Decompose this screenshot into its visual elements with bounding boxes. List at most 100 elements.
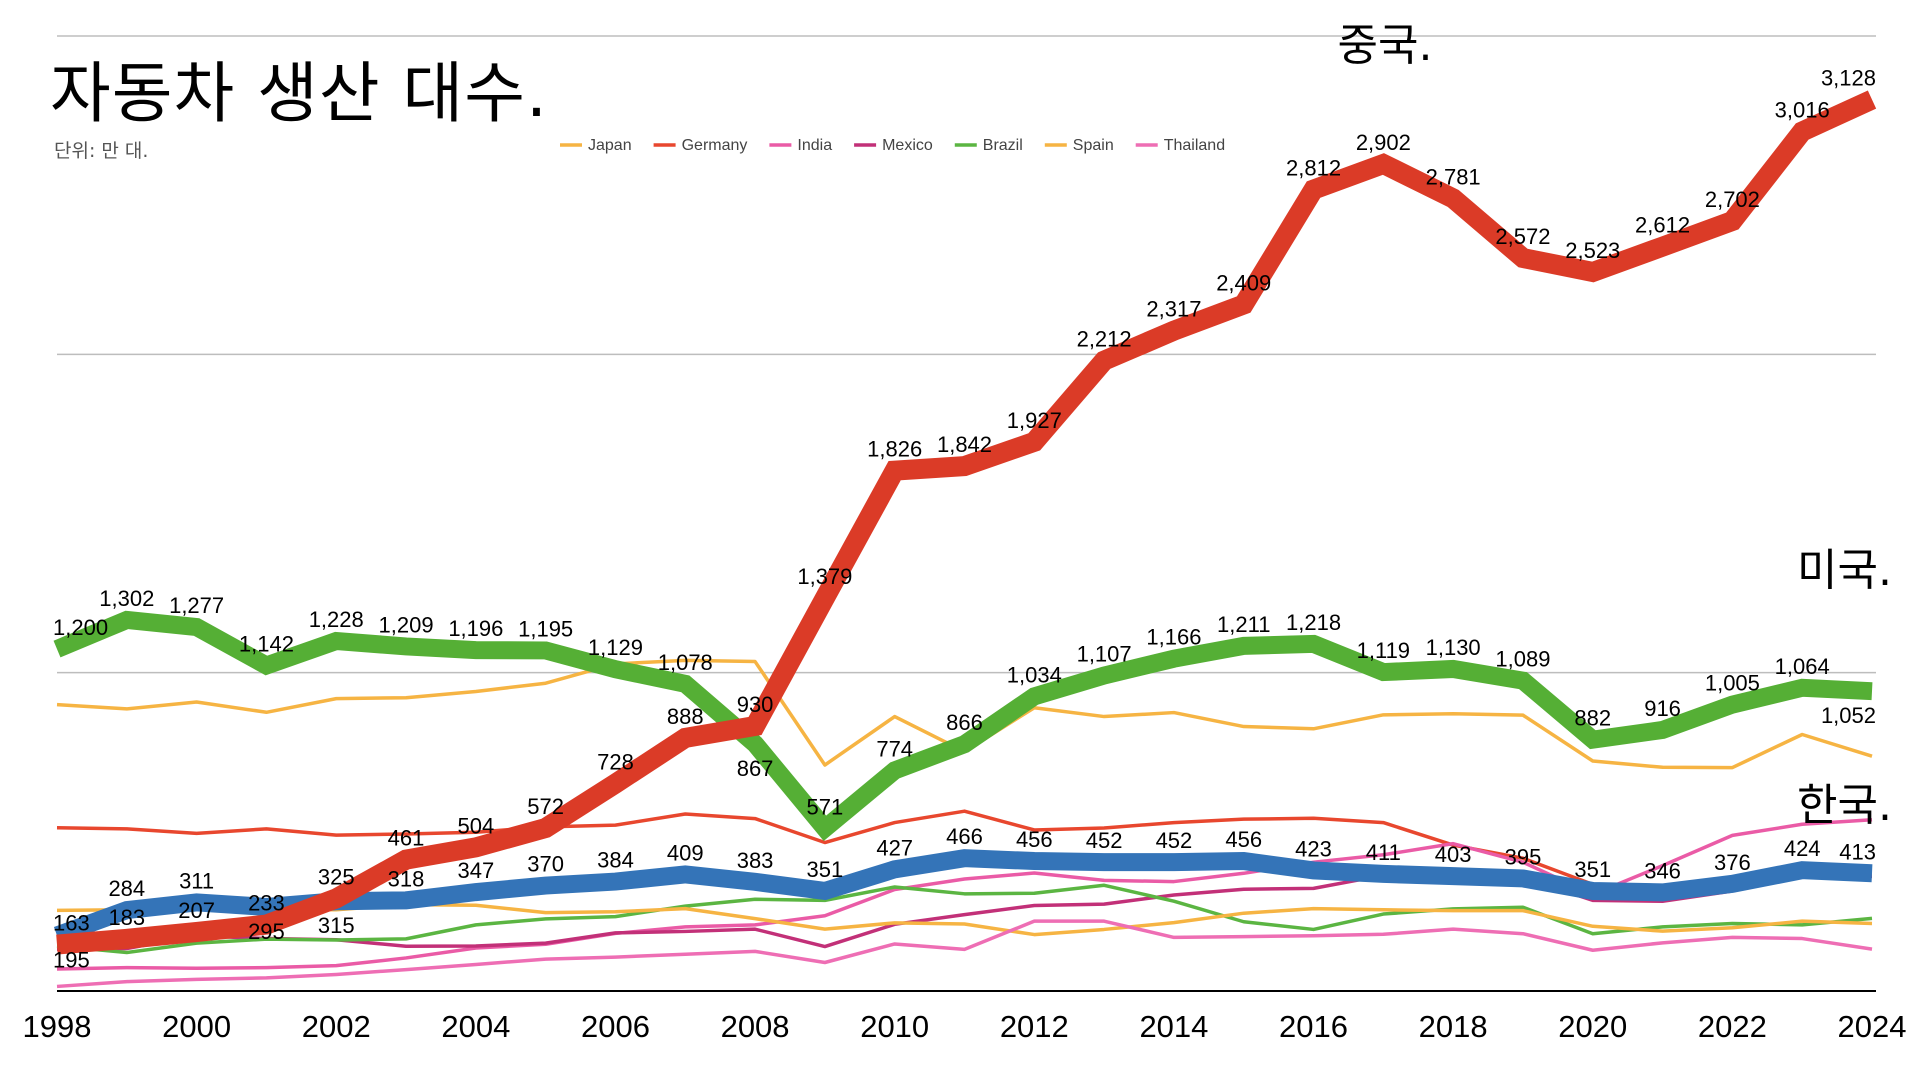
data-label-korea: 395 (1505, 844, 1542, 869)
data-label-korea: 423 (1295, 836, 1332, 861)
data-label-china: 2,409 (1216, 270, 1271, 295)
legend-label: Germany (682, 137, 748, 154)
data-label-korea: 383 (737, 848, 774, 873)
data-label-usa: 1,142 (239, 632, 294, 657)
data-label-usa: 1,228 (309, 607, 364, 632)
x-tick-label: 2002 (302, 1009, 371, 1044)
x-tick-label: 2010 (860, 1009, 929, 1044)
data-label-usa: 1,209 (379, 612, 434, 637)
data-label-china: 3,016 (1775, 97, 1830, 122)
data-label-usa: 1,302 (99, 586, 154, 611)
data-label-china: 163 (53, 911, 90, 936)
x-tick-label: 2024 (1838, 1009, 1907, 1044)
data-label-usa: 1,277 (169, 593, 224, 618)
chart-title: 자동차 생산 대수. (50, 55, 548, 132)
data-label-china: 2,523 (1565, 238, 1620, 263)
data-label-korea: 456 (1225, 827, 1262, 852)
data-label-china: 461 (388, 826, 425, 851)
legend-item-india: India (769, 137, 832, 154)
series-name-usa: 미국. (1797, 545, 1892, 596)
data-label-usa: 1,200 (53, 615, 108, 640)
x-tick-label: 2006 (581, 1009, 650, 1044)
data-label-korea: 318 (388, 866, 425, 891)
background-series-legend: Japan Germany India Mexico Brazil Spain Thaila… (560, 137, 1225, 154)
data-label-usa: 1,064 (1775, 654, 1830, 679)
data-label-korea: 376 (1714, 850, 1751, 875)
data-label-china: 183 (108, 905, 145, 930)
legend-item-germany: Germany (653, 137, 748, 154)
data-label-china: 233 (248, 891, 285, 916)
series-line-usa (53, 610, 1873, 841)
data-label-china: 2,812 (1286, 156, 1341, 181)
data-label-korea: 370 (527, 852, 564, 877)
data-label-usa: 1,218 (1286, 610, 1341, 635)
data-label-korea: 195 (53, 947, 90, 972)
gridlines (57, 35, 1876, 674)
data-label-usa: 1,166 (1146, 625, 1201, 650)
data-label-usa: 916 (1644, 696, 1681, 721)
x-tick-label: 2014 (1139, 1009, 1208, 1044)
x-tick-label: 1998 (23, 1009, 92, 1044)
legend-label: Brazil (983, 137, 1023, 154)
data-label-usa: 1,089 (1495, 647, 1550, 672)
data-label-korea: 413 (1839, 839, 1876, 864)
data-label-korea: 346 (1644, 858, 1681, 883)
data-label-korea: 466 (946, 824, 983, 849)
data-label-usa: 1,078 (658, 650, 713, 675)
data-label-china: 2,572 (1495, 224, 1550, 249)
data-label-korea: 427 (876, 835, 913, 860)
data-label-korea: 351 (807, 857, 844, 882)
data-label-usa: 1,211 (1217, 612, 1270, 637)
data-label-china: 2,781 (1426, 164, 1481, 189)
series-name-labels: 한국. 미국. 중국. (1338, 20, 1892, 831)
data-label-korea: 384 (597, 848, 634, 873)
data-label-usa: 1,119 (1357, 638, 1410, 663)
data-label-china: 2,702 (1705, 187, 1760, 212)
data-label-china: 1,826 (867, 437, 922, 462)
legend-item-japan: Japan (560, 137, 632, 154)
data-label-china: 1,927 (1007, 408, 1062, 433)
data-label-usa: 1,107 (1077, 642, 1132, 667)
x-axis-ticks: 1998 2000 2002 2004 2006 2008 2010 2012 2014 2016… (23, 1009, 1907, 1044)
data-label-usa: 1,196 (448, 616, 503, 641)
x-tick-label: 2000 (162, 1009, 231, 1044)
data-label-china: 2,902 (1356, 130, 1411, 155)
data-label-korea: 452 (1086, 828, 1123, 853)
series-line-brazil (56, 883, 1873, 955)
data-label-usa: 1,195 (518, 616, 573, 641)
x-tick-label: 2018 (1419, 1009, 1488, 1044)
x-tick-label: 2016 (1279, 1009, 1348, 1044)
series-name-china: 중국. (1338, 20, 1433, 71)
data-label-korea: 403 (1435, 842, 1472, 867)
data-label-korea: 456 (1016, 827, 1053, 852)
data-label-china: 2,317 (1146, 297, 1201, 322)
data-label-korea: 424 (1784, 836, 1821, 861)
data-label-china: 888 (667, 704, 704, 729)
x-tick-label: 2012 (1000, 1009, 1069, 1044)
data-label-china: 207 (178, 898, 215, 923)
x-tick-label: 2004 (441, 1009, 510, 1044)
x-tick-label: 2020 (1558, 1009, 1627, 1044)
data-label-china: 3,128 (1821, 66, 1876, 91)
data-label-usa: 866 (946, 710, 983, 735)
data-label-usa: 1,130 (1426, 635, 1481, 660)
data-label-china: 572 (527, 794, 564, 819)
x-tick-label: 2008 (721, 1009, 790, 1044)
data-label-china: 728 (597, 750, 634, 775)
data-label-korea: 284 (108, 876, 145, 901)
data-label-korea: 311 (179, 868, 214, 893)
data-label-usa: 867 (737, 756, 774, 781)
data-label-usa: 882 (1574, 706, 1611, 731)
data-label-china: 1,379 (797, 564, 852, 589)
series-name-korea: 한국. (1797, 780, 1892, 831)
data-label-korea: 295 (248, 919, 285, 944)
data-label-korea: 411 (1366, 840, 1401, 865)
legend-label: Thailand (1164, 137, 1225, 154)
data-label-korea: 351 (1574, 857, 1611, 882)
legend-label: Japan (588, 137, 632, 154)
data-label-korea: 452 (1156, 828, 1193, 853)
data-label-korea: 315 (318, 913, 355, 938)
series-line-thailand (56, 919, 1873, 989)
data-label-china: 1,842 (937, 432, 992, 457)
legend-item-brazil: Brazil (954, 137, 1023, 154)
